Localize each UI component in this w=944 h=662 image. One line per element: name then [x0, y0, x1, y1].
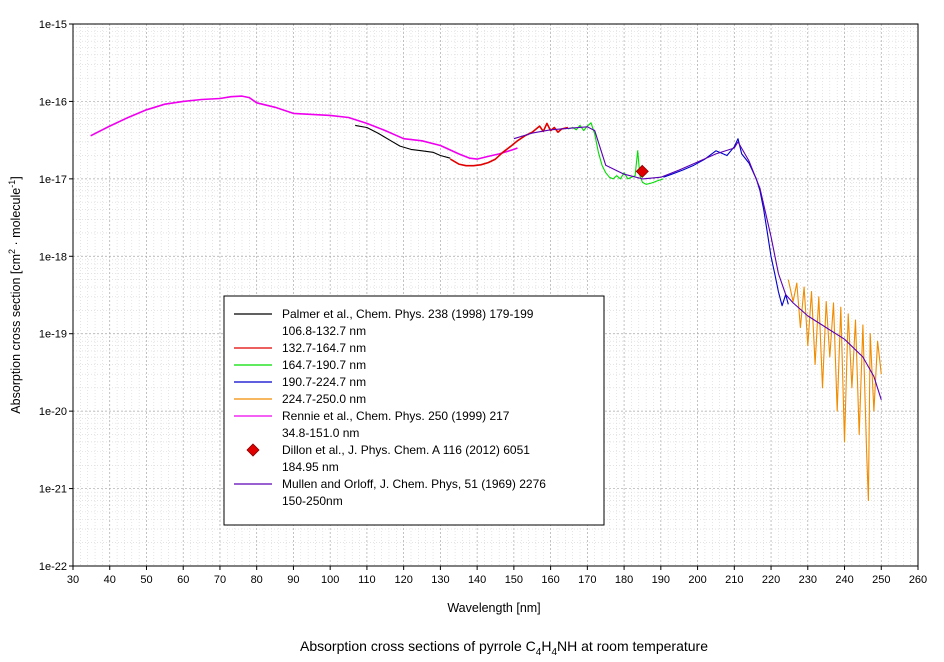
- x-axis-title: Wavelength [nm]: [447, 601, 540, 615]
- y-tick-label: 1e-17: [39, 174, 67, 186]
- x-tick-label: 220: [762, 574, 780, 586]
- y-axis-title-prefix: Absorption cross section [cm: [9, 254, 23, 414]
- y-tick-label: 1e-16: [39, 96, 67, 108]
- legend-box: [223, 295, 605, 526]
- legend: Palmer et al., Chem. Phys. 238 (1998) 17…: [223, 295, 605, 526]
- chart-caption: Absorption cross sections of pyrrole C4H…: [300, 638, 708, 658]
- series-line: [567, 122, 664, 185]
- y-axis-title: Absorption cross section [cm2 · molecule…: [7, 176, 23, 413]
- x-tick-label: 70: [214, 574, 226, 586]
- legend-label: 190.7-224.7 nm: [282, 375, 366, 389]
- x-tick-label: 210: [725, 574, 743, 586]
- legend-marker-diamond: [246, 443, 260, 457]
- caption-prefix: Absorption cross sections of pyrrole C: [300, 638, 536, 654]
- legend-sublabel: 34.8-151.0 nm: [282, 426, 359, 440]
- x-tick-label: 100: [321, 574, 339, 586]
- legend-label: Rennie et al., Chem. Phys. 250 (1999) 21…: [282, 409, 510, 423]
- x-tick-label: 160: [541, 574, 559, 586]
- x-tick-label: 120: [394, 574, 412, 586]
- series-line: [449, 122, 569, 167]
- y-tick-label: 1e-19: [39, 329, 67, 341]
- x-tick-label: 200: [688, 574, 706, 586]
- legend-label: Dillon et al., J. Phys. Chem. A 116 (201…: [282, 443, 530, 457]
- x-tick-label: 170: [578, 574, 596, 586]
- x-tick-label: 110: [358, 574, 376, 586]
- caption-mid1: H: [541, 638, 551, 654]
- caption-sub2: 4: [551, 647, 557, 658]
- y-tick-label: 1e-20: [39, 406, 67, 418]
- x-tick-label: 30: [67, 574, 79, 586]
- x-tick-label: 250: [872, 574, 890, 586]
- x-tick-label: 230: [799, 574, 817, 586]
- legend-label: 132.7-164.7 nm: [282, 341, 366, 355]
- legend-sublabel: 184.95 nm: [282, 460, 339, 474]
- legend-label: Palmer et al., Chem. Phys. 238 (1998) 17…: [282, 307, 534, 321]
- x-tick-label: 140: [468, 574, 486, 586]
- x-tick-label: 260: [909, 574, 927, 586]
- x-tick-label: 240: [835, 574, 853, 586]
- x-tick-label: 180: [615, 574, 633, 586]
- legend-sublabel: 150-250nm: [282, 494, 343, 508]
- series-layer: [90, 95, 882, 502]
- y-tick-label: 1e-21: [39, 484, 67, 496]
- legend-label: 164.7-190.7 nm: [282, 358, 366, 372]
- y-tick-label: 1e-18: [39, 251, 67, 263]
- x-tick-label: 60: [177, 574, 189, 586]
- x-axis: 30 40 50 60 70 80 90 100 110 120 130 140 150 160 170 18…: [67, 566, 927, 586]
- series-line: [90, 95, 518, 160]
- x-tick-label: 40: [104, 574, 116, 586]
- x-tick-label: 190: [652, 574, 670, 586]
- x-tick-label: 130: [431, 574, 449, 586]
- y-axis: 1e-22 1e-21 1e-20 1e-19 1e-18 1e-17 1e-16 1e-15: [39, 19, 73, 573]
- legend-label: 224.7-250.0 nm: [282, 392, 366, 406]
- minor-grid: [73, 24, 918, 566]
- series-line: [787, 279, 882, 502]
- y-axis-title-mid: · molecule: [9, 188, 23, 249]
- x-tick-label: 90: [287, 574, 299, 586]
- y-tick-label: 1e-15: [39, 19, 67, 31]
- plot-frame: [72, 23, 919, 567]
- y-axis-title-suffix: ]: [9, 176, 23, 179]
- legend-label: Mullen and Orloff, J. Chem. Phys, 51 (19…: [282, 477, 546, 491]
- series-line: [663, 138, 789, 307]
- series-line: [355, 124, 451, 159]
- y-tick-label: 1e-22: [39, 561, 67, 573]
- y-axis-title-sup1: 2: [7, 249, 17, 254]
- caption-sub1: 4: [536, 647, 542, 658]
- caption-suffix: NH at room temperature: [557, 638, 708, 654]
- series-line: [513, 126, 882, 400]
- data-point-dillon: [635, 164, 649, 178]
- x-tick-label: 150: [505, 574, 523, 586]
- legend-sublabel: 106.8-132.7 nm: [282, 324, 366, 338]
- y-axis-title-sup2: -1: [7, 180, 17, 188]
- x-tick-label: 80: [251, 574, 263, 586]
- x-tick-label: 50: [140, 574, 152, 586]
